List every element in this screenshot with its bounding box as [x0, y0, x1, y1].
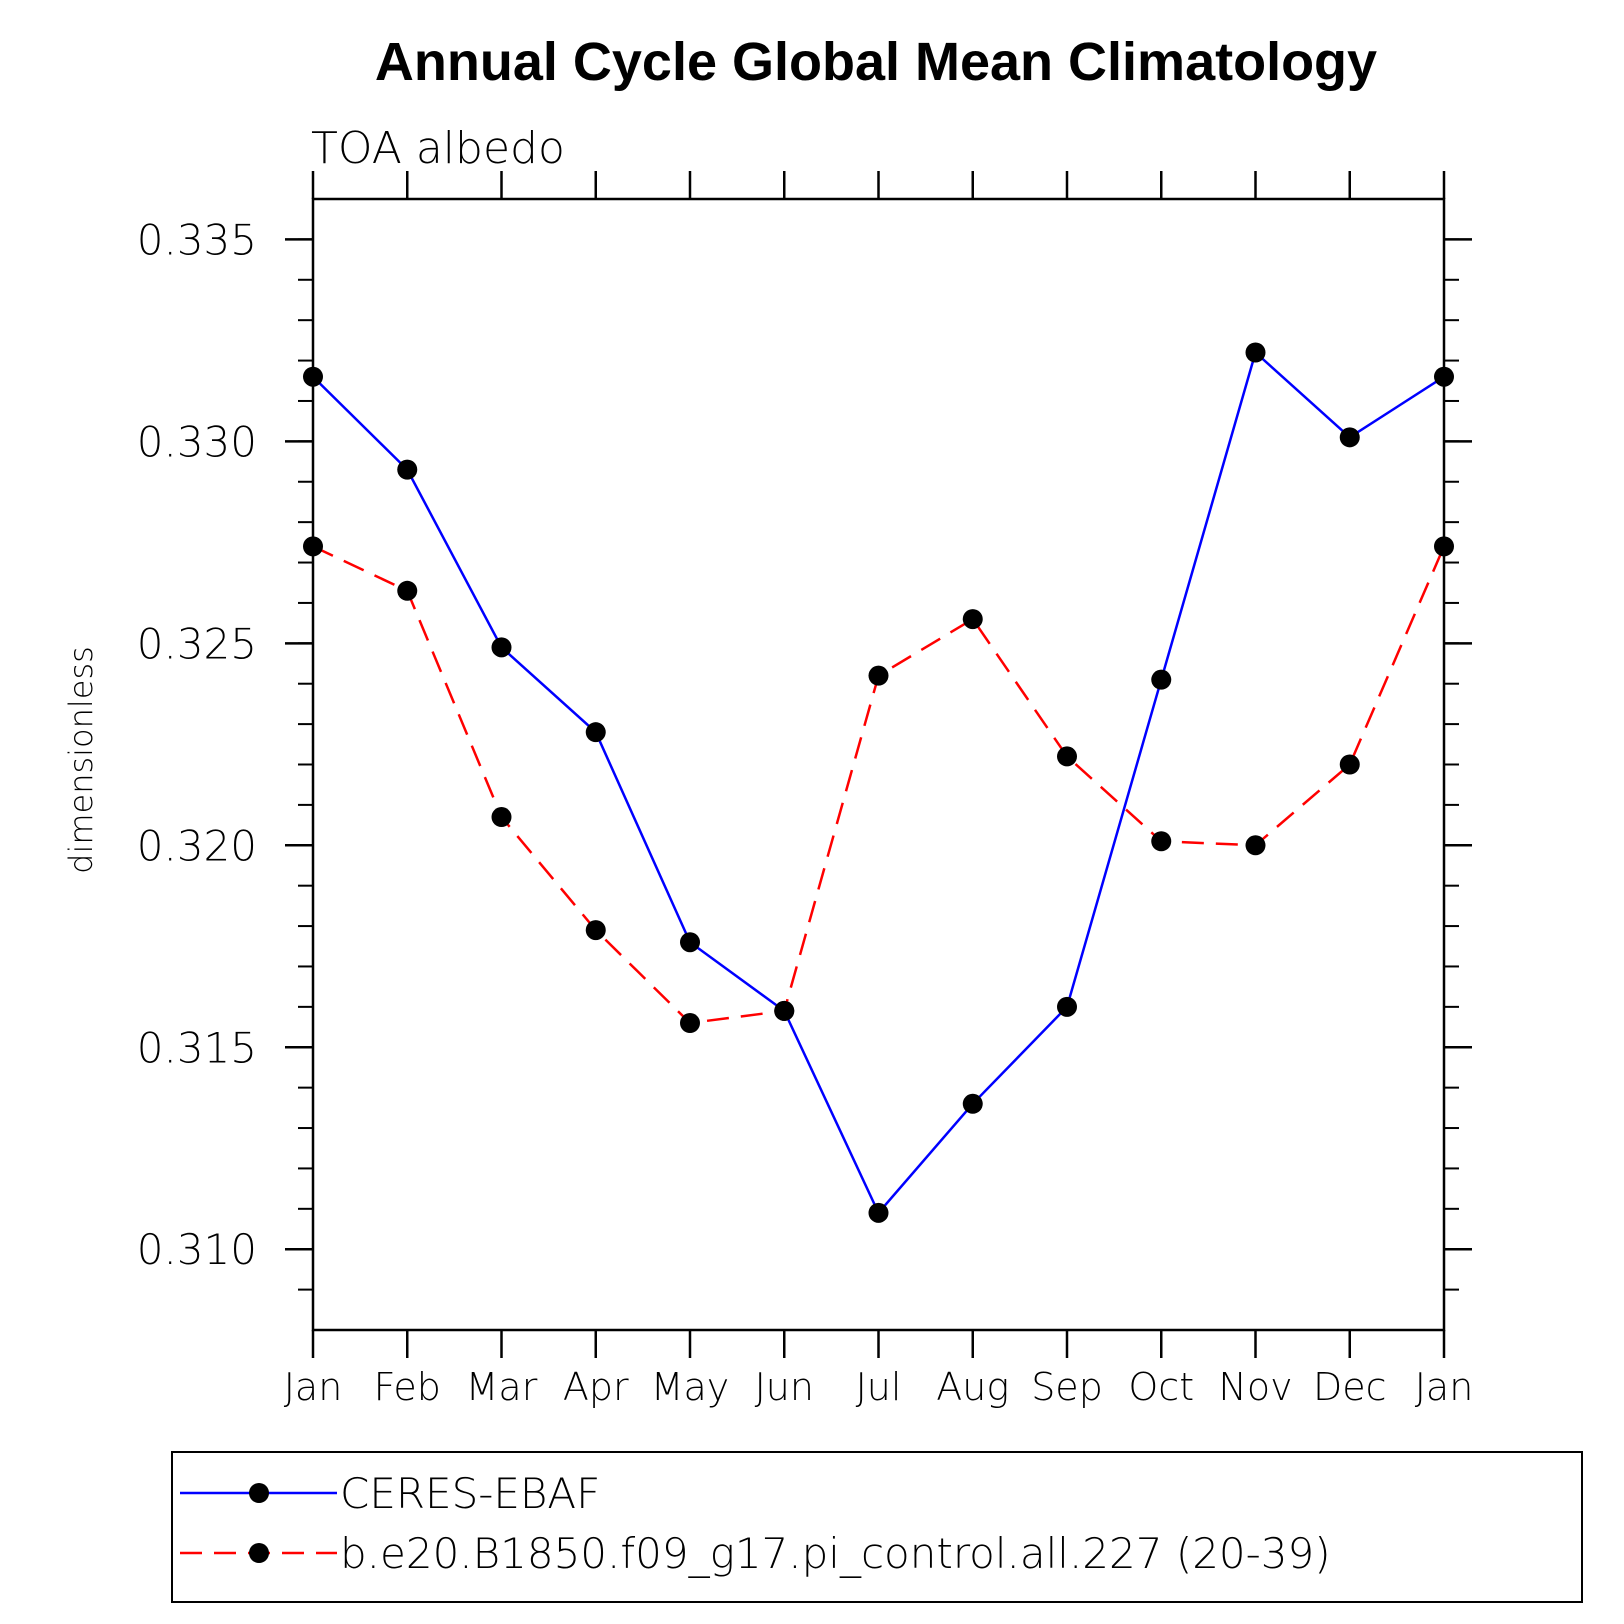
series-0-point: [868, 1202, 889, 1223]
x-tick-label: May: [651, 1365, 730, 1409]
series-0-point: [397, 459, 418, 480]
x-tick-label: Jan: [1415, 1365, 1474, 1409]
series-1-point: [303, 536, 323, 557]
series-1-point: [1245, 835, 1266, 856]
x-tick-label: Aug: [936, 1365, 1009, 1409]
y-tick-label: 0.310: [137, 1225, 257, 1274]
series-0-point: [1434, 366, 1454, 387]
series-1-point: [491, 807, 512, 828]
chart-title: Annual Cycle Global Mean Climatology: [375, 32, 1377, 92]
legend-box: [171, 1451, 1583, 1603]
x-tick-label: Jun: [755, 1365, 814, 1409]
series-1-point: [397, 580, 418, 601]
axes: Jan Feb Mar Apr May Jun Jul Aug Sep Oct Nov Dec Jan 0…: [137, 171, 1474, 1409]
chart-subtitle: TOA albedo: [311, 123, 565, 174]
x-tick-label: Apr: [563, 1365, 629, 1409]
series-0-point: [962, 1093, 983, 1114]
series-group: [303, 342, 1454, 1223]
y-tick-label: 0.325: [137, 619, 257, 668]
series-0-point: [491, 637, 512, 658]
x-tick-label: Oct: [1128, 1365, 1194, 1409]
series-1-point: [774, 1000, 795, 1021]
series-0-point: [1339, 427, 1360, 448]
legend-marker-1: [249, 1543, 269, 1563]
series-0-point: [1057, 996, 1077, 1017]
series-line-1: [312, 545, 1446, 1025]
y-tick-label: 0.320: [137, 821, 257, 870]
series-1-point: [585, 920, 606, 941]
y-tick-label: 0.315: [137, 1023, 257, 1072]
x-tick-label: Feb: [374, 1365, 441, 1409]
series-1-point: [1339, 754, 1360, 775]
series-line-0: [312, 350, 1445, 1216]
series-1-point: [962, 609, 983, 630]
series-1-point: [868, 665, 889, 686]
series-1-point: [680, 1013, 700, 1034]
series-1-point: [1057, 746, 1077, 767]
series-0-point: [585, 722, 606, 743]
y-tick-label: 0.330: [137, 417, 257, 466]
legend-label-1: b.e20.B1850.f09_g17.pi_control.all.227 (…: [340, 1529, 1331, 1578]
x-tick-label: Jan: [284, 1365, 343, 1409]
x-tick-label: Sep: [1031, 1365, 1103, 1409]
x-tick-label: Nov: [1218, 1365, 1292, 1409]
series-0-point: [680, 932, 700, 953]
x-tick-label: Dec: [1313, 1365, 1387, 1409]
x-tick-label: Jul: [856, 1365, 902, 1409]
series-0-point: [1245, 342, 1266, 363]
x-tick-label: Mar: [466, 1365, 538, 1409]
series-1-point: [1434, 536, 1454, 557]
series-0-point: [303, 366, 323, 387]
y-tick-label: 0.335: [137, 215, 257, 264]
y-axis-title: dimensionless: [62, 646, 100, 874]
legend-marker-0: [249, 1483, 269, 1503]
legend: CERES-EBAF b.e20.B1850.f09_g17.pi_control…: [180, 1469, 1331, 1578]
series-1-point: [1151, 831, 1172, 852]
series-0-point: [1151, 669, 1172, 690]
legend-label-0: CERES-EBAF: [340, 1469, 600, 1518]
